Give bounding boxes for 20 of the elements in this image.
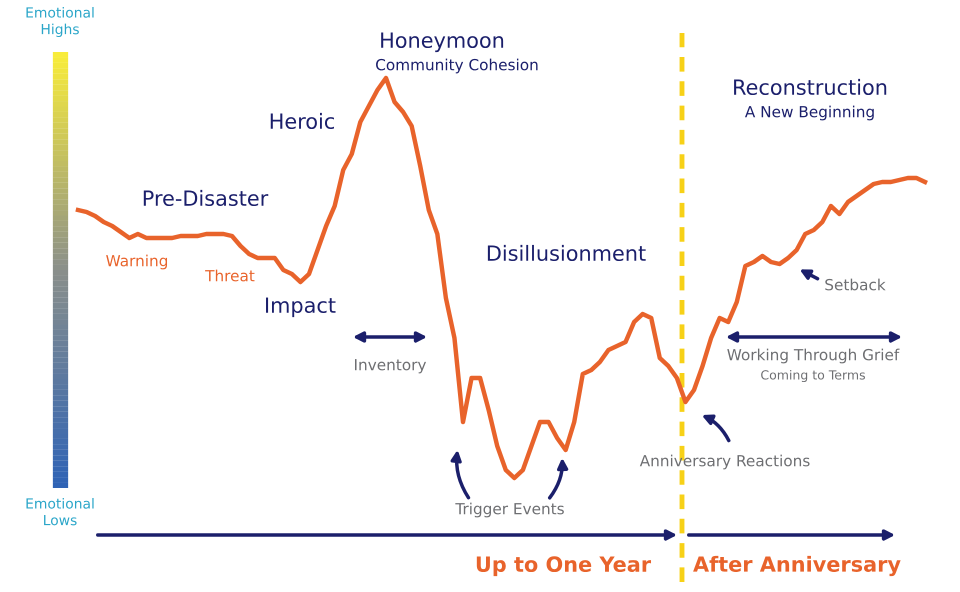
annotation: Heroic [270,112,334,130]
annotation: Anniversary Reactions [640,454,810,470]
text: Trigger Events [455,502,564,518]
annotation: Reconstruction [734,78,886,96]
text: Up to One Year [476,556,652,576]
annotation: Pre-Disaster [144,190,268,206]
annotation: Warning [106,254,168,270]
text: Emotional Lows [26,498,94,526]
annotation: Setback [825,278,886,290]
annotation: Threat [205,270,254,282]
annotation: Inventory [355,359,426,374]
annotation: Coming to Terms [761,370,865,382]
annotation: A New Beginning [744,106,874,120]
annotation: Impact [266,298,336,318]
text: Honeymoon [381,32,504,52]
annotation: Disillusionment [488,244,646,262]
text: After Anniversary [693,556,901,576]
annotation: Working Through Grief [727,348,900,364]
text: Emotional Highs [26,6,94,38]
text: Community Cohesion [376,58,538,74]
